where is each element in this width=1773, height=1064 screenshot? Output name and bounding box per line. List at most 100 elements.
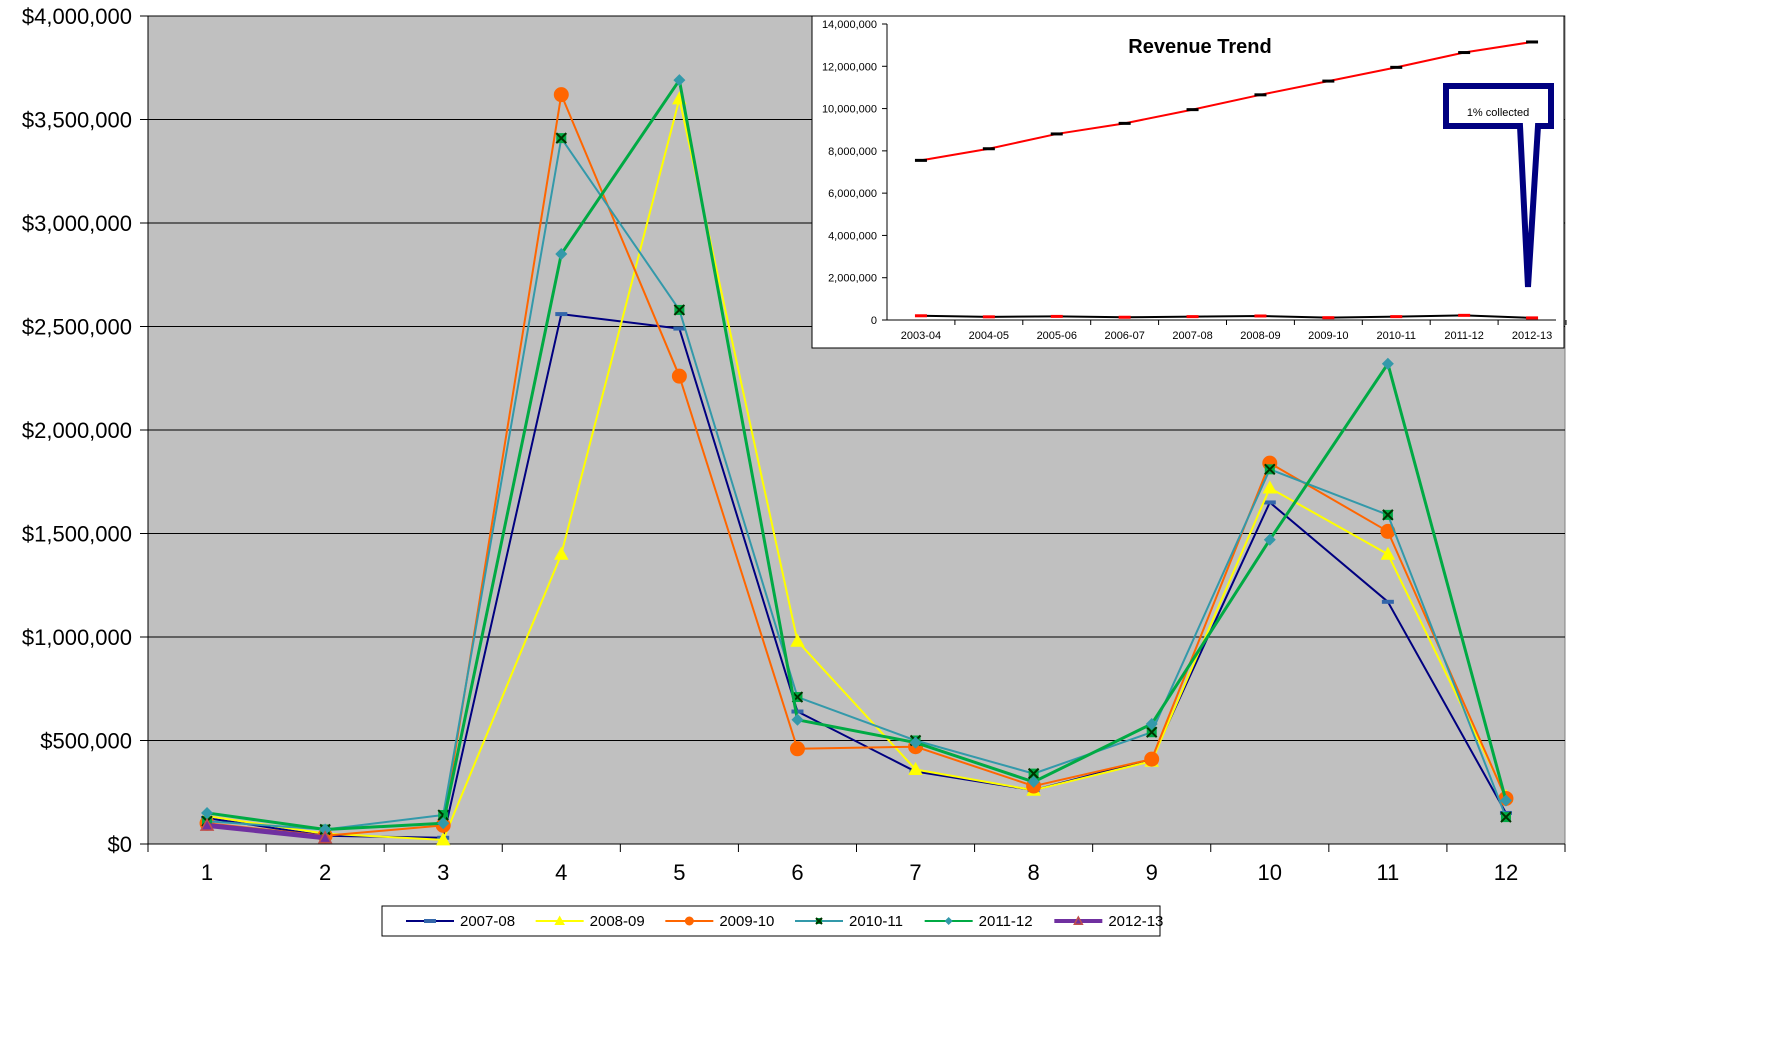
inset-series-line <box>920 40 1533 162</box>
series-2011-12 <box>201 74 1512 836</box>
data-point-2010-11-cross <box>1500 811 1512 823</box>
legend-item-2009-10: 2009-10 <box>665 913 774 930</box>
data-point-2010-11-cross <box>555 132 567 144</box>
data-point-2010-11-cross <box>1146 726 1158 738</box>
legend: 2007-08 2008-09 2009-10 2010-11 2011-12 2012-… <box>381 905 1163 937</box>
data-point-2011-12 <box>673 74 686 87</box>
inset-x-tick-label: 2005-06 <box>1037 330 1077 342</box>
inset-x-tick-label: 2006-07 <box>1104 330 1144 342</box>
x-tick-label: 2 <box>319 860 331 885</box>
inset-x-tick-label: 2007-08 <box>1172 330 1212 342</box>
main-series-layer <box>199 74 1514 846</box>
data-point-2009-10 <box>789 741 805 757</box>
inset-series-1 <box>914 313 1539 320</box>
legend-label: 2007-08 <box>460 913 515 930</box>
data-point-2008-09 <box>908 761 923 776</box>
series-line-2012-13 <box>206 822 326 841</box>
legend-item-2011-12: 2011-12 <box>924 913 1033 930</box>
legend-swatch-marker <box>684 916 694 926</box>
data-point-2011-12 <box>1027 775 1040 788</box>
inset-data-point <box>1458 313 1471 317</box>
callout-shape <box>1443 83 1554 288</box>
inset-data-point <box>1050 314 1063 318</box>
data-point-2011-12 <box>1499 794 1512 807</box>
data-point-2009-10 <box>553 87 569 103</box>
data-point-2010-11 <box>555 132 567 144</box>
data-point-2010-11 <box>1500 811 1512 823</box>
data-point-2010-11 <box>673 304 686 316</box>
inset-data-point <box>1322 79 1335 83</box>
inset-y-tick-label: 4,000,000 <box>828 230 877 242</box>
legend-label: 2009-10 <box>719 913 774 930</box>
inset-y-tick-label: 14,000,000 <box>822 19 877 31</box>
inset-series-line <box>920 314 1533 319</box>
series-line-2007-08 <box>206 313 1507 839</box>
y-tick-label: $0 <box>108 832 132 857</box>
x-tick-label: 3 <box>437 860 449 885</box>
inset-x-tick-label: 2008-09 <box>1240 330 1280 342</box>
legend-item-2012-13: 2012-13 <box>1054 913 1163 930</box>
inset-y-tick-label: 2,000,000 <box>828 273 877 285</box>
inset-y-tick-label: 6,000,000 <box>828 188 877 200</box>
inset-x-tick-label: 2010-11 <box>1376 330 1416 342</box>
inset-x-tick-label: 2012-13 <box>1512 330 1552 342</box>
legend-swatch-marker <box>554 915 565 925</box>
series-line-2011-12 <box>206 78 1508 832</box>
x-tick-label: 8 <box>1028 860 1040 885</box>
data-point-2010-11 <box>1146 726 1158 738</box>
data-point-2012-13 <box>199 817 215 831</box>
x-tick-label: 7 <box>909 860 921 885</box>
legend-box <box>381 905 1161 937</box>
inset-data-point <box>1254 314 1267 318</box>
data-point-2011-12 <box>555 248 568 261</box>
legend-label: 2010-11 <box>849 913 903 930</box>
inset-series-0 <box>914 40 1539 162</box>
data-point-2007-08 <box>791 709 804 714</box>
y-tick-label: $3,000,000 <box>22 211 132 236</box>
callout-annotation: 1% collected <box>1443 83 1554 288</box>
inset-title: Revenue Trend <box>1128 36 1271 58</box>
callout-text: 1% collected <box>1467 107 1529 119</box>
inset-data-point <box>982 315 995 319</box>
inset-data-point <box>1186 108 1199 112</box>
inset-y-tick-label: 12,000,000 <box>822 61 877 73</box>
data-point-2010-11 <box>1382 509 1394 521</box>
series-line-2009-10 <box>206 93 1507 837</box>
legend-swatch-marker-cross <box>815 917 823 925</box>
data-point-2011-12 <box>1381 357 1394 370</box>
data-point-2011-12 <box>1145 717 1158 730</box>
legend-label: 2011-12 <box>979 913 1033 930</box>
legend-label: 2008-09 <box>590 913 645 930</box>
legend-swatch-marker <box>944 917 953 925</box>
x-tick-label: 9 <box>1146 860 1158 885</box>
inset-y-tick-label: 8,000,000 <box>828 146 877 158</box>
legend-swatch-marker <box>1073 915 1084 925</box>
data-point-2007-08 <box>673 326 686 331</box>
data-point-2011-12 <box>201 806 214 819</box>
legend-swatch-marker <box>424 919 436 923</box>
x-tick-label: 11 <box>1376 860 1399 885</box>
y-tick-label: $3,500,000 <box>22 108 132 133</box>
inset-data-point <box>1050 132 1063 136</box>
inset-data-point <box>1526 40 1539 44</box>
data-point-2011-12 <box>1263 533 1276 546</box>
x-tick-label: 5 <box>673 860 685 885</box>
inset-x-tick-label: 2004-05 <box>969 330 1009 342</box>
x-tick-label: 4 <box>555 860 567 885</box>
data-point-2009-10 <box>1144 751 1160 767</box>
inset-y-tick-label: 0 <box>871 315 877 327</box>
y-tick-label: $2,000,000 <box>22 418 132 443</box>
legend-item-2010-11: 2010-11 <box>795 913 903 930</box>
data-point-2008-09 <box>435 832 451 846</box>
y-tick-label: $1,000,000 <box>22 625 132 650</box>
inset-data-point <box>1390 65 1403 69</box>
inset-x-tick-label: 2009-10 <box>1308 330 1348 342</box>
legend-swatch-marker <box>815 917 823 925</box>
data-point-2012-13 <box>317 830 333 844</box>
series-2012-13 <box>199 817 333 844</box>
x-tick-label: 6 <box>791 860 803 885</box>
data-point-2010-11-cross <box>1264 463 1276 476</box>
y-tick-label: $2,500,000 <box>22 315 132 340</box>
